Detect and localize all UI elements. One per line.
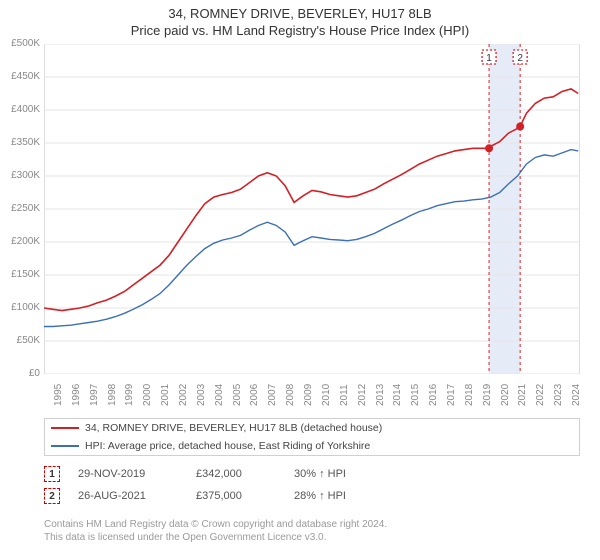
sale-price: £342,000 <box>196 468 276 480</box>
legend-row: HPI: Average price, detached house, East… <box>45 437 579 455</box>
sale-row: 2 26-AUG-2021 £375,000 28% ↑ HPI <box>44 488 578 504</box>
x-tick-label: 2014 <box>392 384 403 406</box>
sale-pct-vs-hpi: 28% ↑ HPI <box>294 490 384 502</box>
x-tick-label: 2003 <box>196 384 207 406</box>
x-tick-label: 2001 <box>160 384 171 406</box>
x-tick-label: 2015 <box>410 384 421 406</box>
x-tick-label: 2006 <box>249 384 260 406</box>
x-tick-label: 2024 <box>571 384 582 406</box>
plot-area: 12 <box>44 44 580 374</box>
y-tick-label: £150K <box>0 269 40 280</box>
y-tick-label: £300K <box>0 170 40 181</box>
title-address: 34, ROMNEY DRIVE, BEVERLEY, HU17 8LB <box>0 6 600 23</box>
line-chart-svg: 12 <box>44 44 580 374</box>
x-tick-label: 2023 <box>553 384 564 406</box>
sale-row: 1 29-NOV-2019 £342,000 30% ↑ HPI <box>44 466 578 482</box>
x-tick-label: 2005 <box>232 384 243 406</box>
y-tick-label: £450K <box>0 71 40 82</box>
chart-container: 34, ROMNEY DRIVE, BEVERLEY, HU17 8LB Pri… <box>0 0 600 560</box>
sale-pct-vs-hpi: 30% ↑ HPI <box>294 468 384 480</box>
x-tick-label: 2021 <box>517 384 528 406</box>
x-tick-label: 2009 <box>303 384 314 406</box>
sale-marker-badge: 1 <box>44 466 60 482</box>
x-tick-label: 2020 <box>500 384 511 406</box>
y-tick-label: £500K <box>0 38 40 49</box>
title-subtitle: Price paid vs. HM Land Registry's House … <box>0 23 600 40</box>
legend-swatch <box>51 445 79 447</box>
svg-text:1: 1 <box>486 53 492 64</box>
x-tick-label: 1999 <box>124 384 135 406</box>
x-tick-label: 2012 <box>357 384 368 406</box>
sale-date: 26-AUG-2021 <box>78 490 178 502</box>
x-tick-label: 2011 <box>339 384 350 406</box>
attribution-line: Contains HM Land Registry data © Crown c… <box>44 518 578 531</box>
legend-row: 34, ROMNEY DRIVE, BEVERLEY, HU17 8LB (de… <box>45 419 579 437</box>
x-tick-label: 2017 <box>446 384 457 406</box>
legend-swatch <box>51 427 79 429</box>
x-tick-label: 2008 <box>285 384 296 406</box>
x-tick-label: 1997 <box>89 384 100 406</box>
x-tick-label: 2007 <box>267 384 278 406</box>
sale-marker-badge: 2 <box>44 488 60 504</box>
y-tick-label: £200K <box>0 236 40 247</box>
title-area: 34, ROMNEY DRIVE, BEVERLEY, HU17 8LB Pri… <box>0 0 600 40</box>
sales-table: 1 29-NOV-2019 £342,000 30% ↑ HPI 2 26-AU… <box>44 466 578 510</box>
legend-box: 34, ROMNEY DRIVE, BEVERLEY, HU17 8LB (de… <box>44 418 580 456</box>
x-tick-label: 2013 <box>375 384 386 406</box>
x-tick-label: 2022 <box>535 384 546 406</box>
y-tick-label: £0 <box>0 368 40 379</box>
x-tick-label: 2018 <box>464 384 475 406</box>
x-tick-label: 2010 <box>321 384 332 406</box>
x-tick-label: 1996 <box>71 384 82 406</box>
legend-label: 34, ROMNEY DRIVE, BEVERLEY, HU17 8LB (de… <box>85 422 382 434</box>
legend-label: HPI: Average price, detached house, East… <box>85 440 370 452</box>
y-tick-label: £350K <box>0 137 40 148</box>
x-tick-label: 2016 <box>428 384 439 406</box>
x-tick-label: 2019 <box>482 384 493 406</box>
x-tick-label: 1995 <box>53 384 64 406</box>
attribution: Contains HM Land Registry data © Crown c… <box>44 518 578 544</box>
y-tick-label: £100K <box>0 302 40 313</box>
x-tick-label: 2004 <box>214 384 225 406</box>
x-tick-label: 2000 <box>142 384 153 406</box>
svg-text:2: 2 <box>517 53 523 64</box>
sale-date: 29-NOV-2019 <box>78 468 178 480</box>
attribution-line: This data is licensed under the Open Gov… <box>44 531 578 544</box>
sale-price: £375,000 <box>196 490 276 502</box>
x-tick-label: 2002 <box>178 384 189 406</box>
y-tick-label: £50K <box>0 335 40 346</box>
y-tick-label: £400K <box>0 104 40 115</box>
x-tick-label: 1998 <box>107 384 118 406</box>
y-tick-label: £250K <box>0 203 40 214</box>
